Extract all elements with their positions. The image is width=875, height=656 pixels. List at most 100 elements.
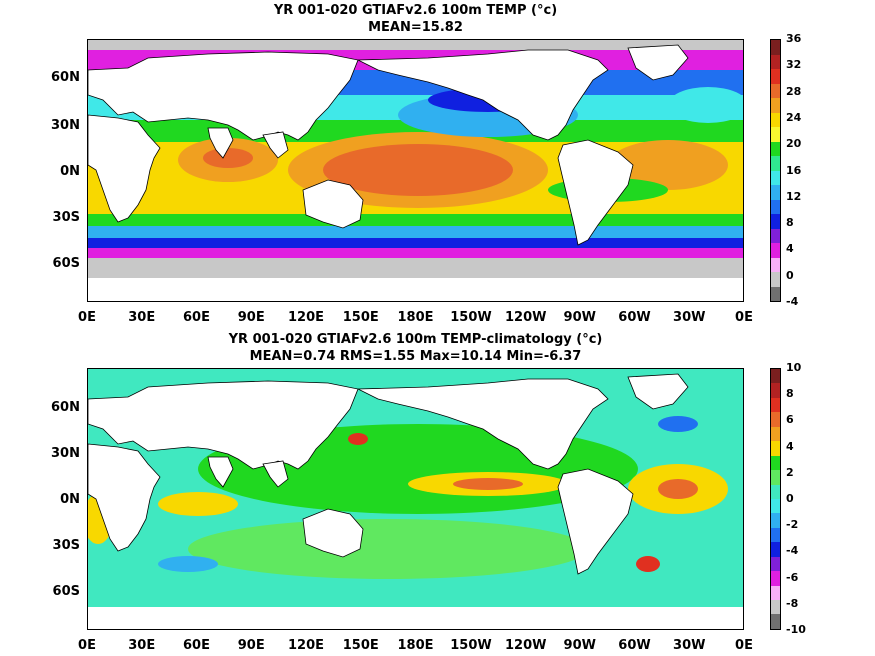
lon-label: 90E — [237, 310, 265, 325]
colorbar-swatch — [771, 228, 780, 243]
colorbar-swatch — [771, 286, 780, 301]
colorbar-label: 2 — [786, 465, 794, 479]
colorbar-swatch — [771, 484, 780, 499]
lat-label-0n: 0N — [60, 492, 80, 507]
lon-label: 180E — [397, 310, 434, 325]
colorbar-swatch — [771, 214, 780, 229]
lat-label-30n: 30N — [51, 118, 80, 133]
colorbar-swatch — [771, 542, 780, 557]
colorbar-label: -6 — [786, 570, 799, 584]
lon-label: 90W — [563, 638, 596, 653]
colorbar-swatch — [771, 170, 780, 185]
lat-label-60s: 60S — [52, 584, 80, 599]
colorbar-swatch — [771, 426, 780, 442]
lat-label-30s: 30S — [52, 538, 80, 553]
colorbar-label: 4 — [786, 242, 794, 256]
colorbar-swatch — [771, 614, 780, 629]
colorbar-label: -10 — [786, 623, 806, 636]
colorbar-swatch — [771, 600, 780, 615]
panel1-subtitle: MEAN=15.82 — [368, 20, 463, 35]
colorbar-swatch — [771, 54, 780, 69]
colorbar-swatch — [771, 156, 780, 171]
colorbar-label: 10 — [786, 361, 802, 374]
colorbar-swatch — [771, 141, 780, 156]
colorbar-swatch — [771, 571, 780, 586]
colorbar-label: 0 — [786, 492, 794, 505]
colorbar-label: 12 — [786, 189, 802, 203]
colorbar-swatch — [771, 470, 780, 485]
colorbar-label: 4 — [786, 439, 794, 453]
lon-label: 0E — [78, 310, 96, 325]
lat-label-30n: 30N — [51, 446, 80, 461]
colorbar-label: -4 — [786, 544, 799, 558]
lon-label: 150W — [450, 638, 492, 653]
lon-label: 30E — [128, 310, 156, 325]
colorbar-swatch — [771, 112, 780, 127]
panel1-title: YR 001-020 GTIAFv2.6 100m TEMP (°c) — [273, 3, 558, 18]
lat-label-60n: 60N — [51, 400, 80, 415]
lon-label: 120E — [287, 638, 325, 653]
lon-label: 120W — [505, 310, 547, 325]
lon-label: 90E — [237, 638, 265, 653]
colorbar-swatch — [771, 243, 780, 258]
colorbar-label: 20 — [786, 137, 802, 151]
colorbar-swatch — [771, 441, 780, 456]
colorbar-swatch — [771, 383, 780, 398]
lon-label: 120E — [287, 310, 325, 325]
colorbar-label: -8 — [786, 596, 799, 610]
panel2-colorbar — [770, 368, 781, 630]
colorbar-swatch — [771, 98, 780, 113]
lat-label-60s: 60S — [52, 256, 80, 271]
colorbar-swatch — [771, 257, 780, 272]
colorbar-swatch — [771, 556, 780, 572]
lat-label-30s: 30S — [52, 210, 80, 225]
lon-label: 60E — [183, 638, 210, 653]
colorbar-swatch — [771, 185, 780, 200]
panel2-subtitle: MEAN=0.74 RMS=1.55 Max=10.14 Min=-6.37 — [249, 349, 582, 364]
panel2-map-svg — [88, 369, 743, 629]
colorbar-swatch — [771, 498, 780, 514]
colorbar-swatch — [771, 199, 780, 214]
lon-label: 90W — [563, 310, 596, 325]
colorbar-swatch — [771, 412, 780, 427]
colorbar-swatch — [771, 397, 780, 413]
colorbar-swatch — [771, 69, 780, 84]
colorbar-label: 0 — [786, 268, 794, 282]
colorbar-swatch — [771, 83, 780, 98]
lat-label-60n: 60N — [51, 70, 80, 85]
colorbar-label: 24 — [786, 110, 802, 124]
lon-label: 0E — [735, 310, 753, 325]
colorbar-swatch — [771, 585, 780, 600]
lon-label: 180E — [397, 638, 434, 653]
colorbar-swatch — [771, 272, 780, 287]
colorbar-label: 8 — [786, 216, 794, 230]
colorbar-label: 8 — [786, 387, 794, 401]
lon-label: 60W — [618, 638, 651, 653]
panel1-map — [87, 39, 744, 302]
panel2-title: YR 001-020 GTIAFv2.6 100m TEMP-climatolo… — [228, 332, 603, 347]
colorbar-swatch — [771, 455, 780, 471]
lon-label: 30W — [673, 638, 706, 653]
lat-label-0n: 0N — [60, 164, 80, 179]
colorbar-label: 28 — [786, 84, 802, 98]
lon-label: 0E — [78, 638, 96, 653]
colorbar-swatch — [771, 369, 780, 384]
lon-label: 150E — [342, 638, 379, 653]
colorbar-label: 32 — [786, 58, 802, 72]
colorbar-swatch — [771, 40, 780, 55]
lon-label: 120W — [505, 638, 547, 653]
lon-label: 60E — [183, 310, 210, 325]
panel2-map — [87, 368, 744, 630]
lon-label: 30E — [128, 638, 156, 653]
panel1-colorbar — [770, 39, 781, 302]
colorbar-label: -4 — [786, 295, 799, 308]
lon-label: 30W — [673, 310, 706, 325]
colorbar-swatch — [771, 527, 780, 543]
lon-label: 0E — [735, 638, 753, 653]
panel1-map-svg — [88, 40, 743, 301]
lon-label: 150W — [450, 310, 492, 325]
colorbar-swatch — [771, 127, 780, 142]
colorbar-swatch — [771, 513, 780, 528]
lon-label: 150E — [342, 310, 379, 325]
colorbar-label: 16 — [786, 163, 802, 177]
